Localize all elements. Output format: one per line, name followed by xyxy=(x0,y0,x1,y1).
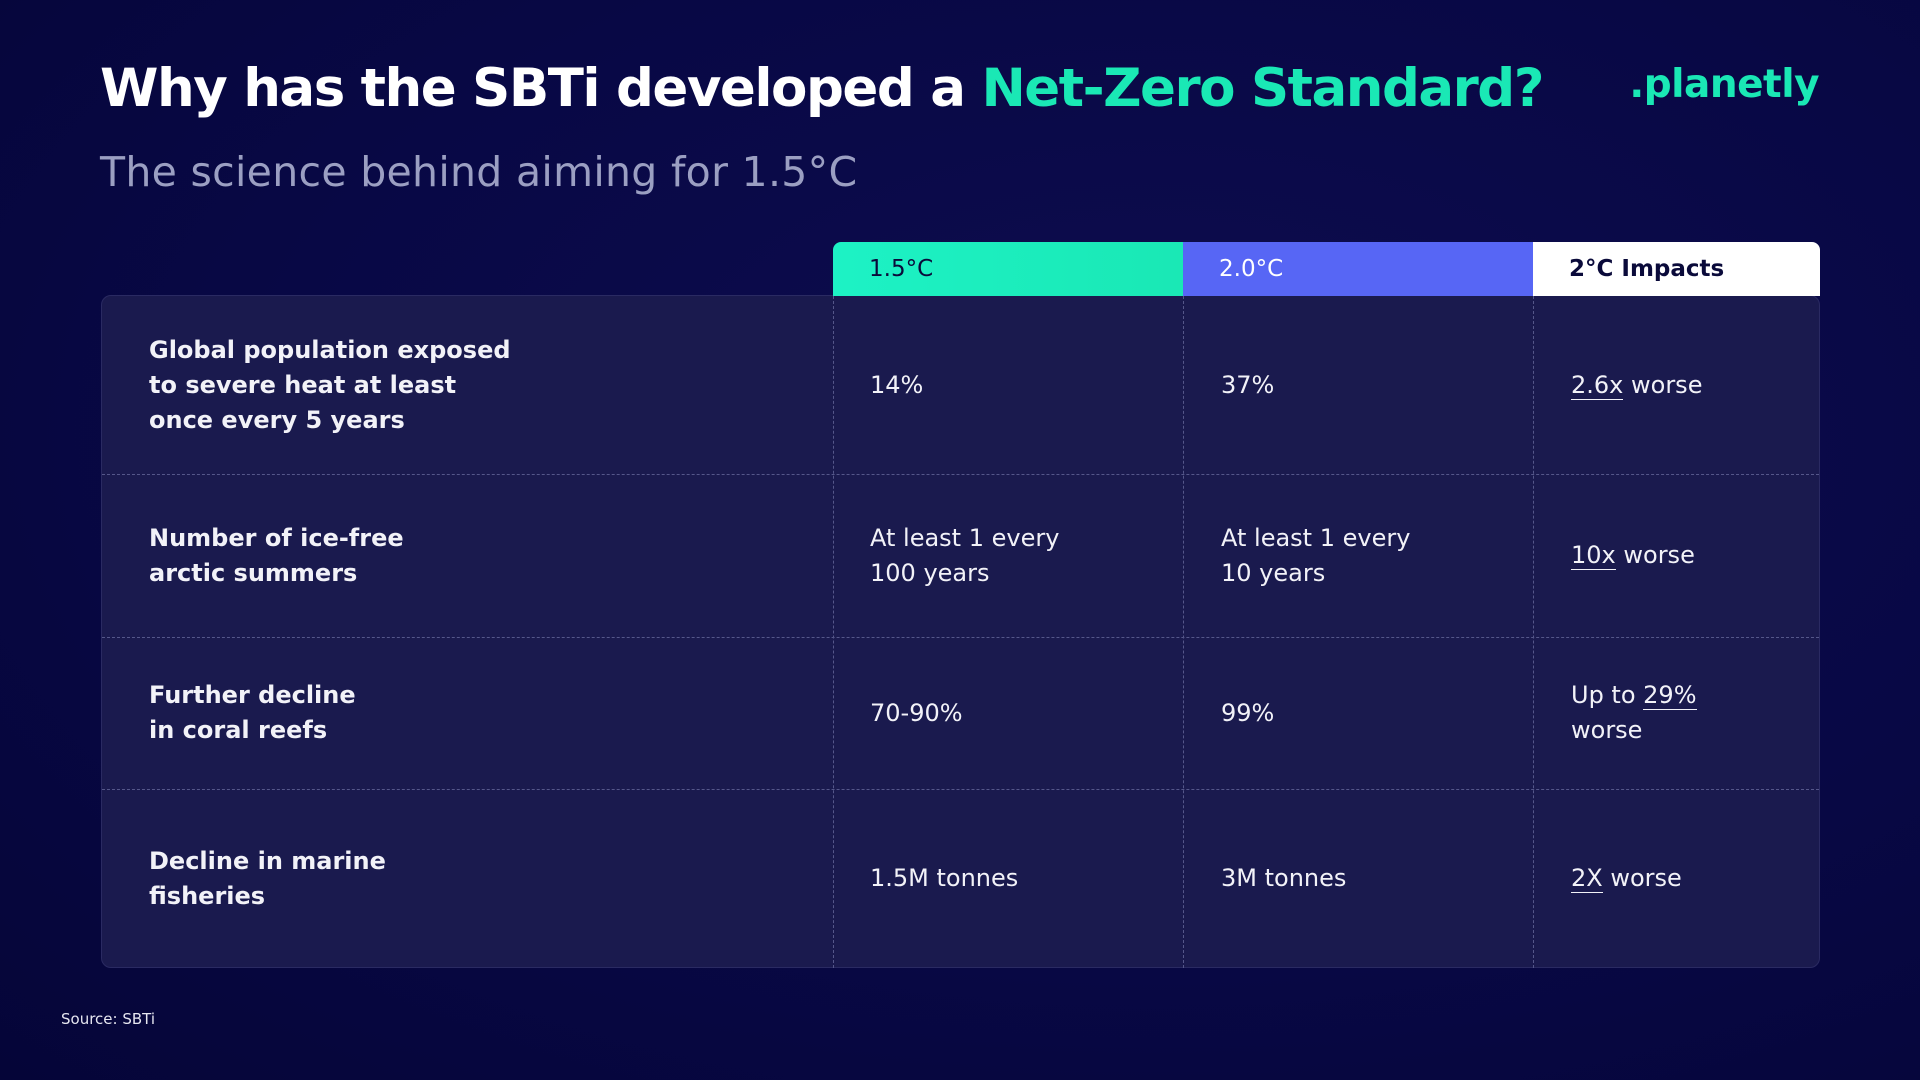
cell-value-impact: 2.6x worse xyxy=(1571,296,1811,474)
cell-text-line: Global population exposed xyxy=(149,335,511,364)
row-divider xyxy=(102,789,1819,790)
cell-value-1-5c: 14% xyxy=(870,296,1170,474)
cell-text-line: 37% xyxy=(1221,370,1275,399)
cell-text-line: worse xyxy=(1571,716,1643,744)
column-divider xyxy=(1183,296,1184,968)
cell-text-line: to severe heat at least xyxy=(149,370,457,399)
impact-multiplier: 29% xyxy=(1643,681,1697,710)
cell-value-impact: 10x worse xyxy=(1571,474,1811,637)
impact-prefix: Up to xyxy=(1571,681,1644,709)
page-subtitle: The science behind aiming for 1.5°C xyxy=(100,148,858,196)
row-label: Further decline in coral reefs xyxy=(149,637,809,789)
cell-value-1-5c: 1.5M tonnes xyxy=(870,789,1170,968)
cell-text-line: Decline in marine xyxy=(149,846,386,875)
cell-value-impact: Up to 29% worse xyxy=(1571,637,1811,789)
column-header-1-5c: 1.5°C xyxy=(833,242,1183,296)
column-header-2-0c: 2.0°C xyxy=(1183,242,1533,296)
column-divider xyxy=(1533,296,1534,968)
cell-text-line: 10x worse xyxy=(1571,538,1695,573)
impact-suffix: worse xyxy=(1602,864,1682,892)
impact-suffix: worse xyxy=(1623,370,1703,399)
row-divider xyxy=(102,637,1819,638)
impact-multiplier: 2.6x xyxy=(1571,370,1624,400)
cell-value-2-0c: 3M tonnes xyxy=(1221,789,1521,968)
row-label: Global population exposed to severe heat … xyxy=(149,296,809,474)
cell-text-line: 2.6x worse xyxy=(1571,368,1702,403)
cell-text-line: 2X worse xyxy=(1571,861,1682,896)
impact-multiplier: 10x xyxy=(1571,541,1616,570)
cell-text-line: 100 years xyxy=(870,558,990,587)
cell-text-line: 1.5M tonnes xyxy=(870,864,1019,892)
cell-text-line: once every 5 years xyxy=(149,405,405,434)
column-divider xyxy=(833,296,834,968)
cell-text-line: At least 1 every xyxy=(1221,523,1411,552)
cell-text-line: 10 years xyxy=(1221,558,1326,587)
row-label: Number of ice-free arctic summers xyxy=(149,474,809,637)
title-highlight: Net-Zero Standard? xyxy=(981,58,1544,119)
column-header-impacts: 2°C Impacts xyxy=(1533,242,1820,296)
cell-text-line: Number of ice-free xyxy=(149,523,404,552)
impact-multiplier: 2X xyxy=(1571,864,1603,893)
cell-text-line: At least 1 every xyxy=(870,523,1060,552)
title-prefix: Why has the SBTi developed a xyxy=(100,58,982,119)
cell-text-line: Further decline xyxy=(149,681,356,709)
cell-text-line: 14% xyxy=(870,370,924,399)
cell-text-line: 3M tonnes xyxy=(1221,864,1347,892)
cell-text-line: 70-90% xyxy=(870,698,963,727)
cell-value-2-0c: At least 1 every 10 years xyxy=(1221,474,1521,637)
page-title: Why has the SBTi developed a Net-Zero St… xyxy=(100,58,1544,119)
cell-value-impact: 2X worse xyxy=(1571,789,1811,968)
cell-text-line: fisheries xyxy=(149,881,266,910)
cell-text-line: arctic summers xyxy=(149,558,358,587)
cell-text-line: 99% xyxy=(1221,698,1275,727)
cell-value-1-5c: 70-90% xyxy=(870,637,1170,789)
planetly-logo: .planetly xyxy=(1629,62,1819,107)
row-divider xyxy=(102,474,1819,475)
row-label: Decline in marine fisheries xyxy=(149,789,809,968)
cell-text-line: in coral reefs xyxy=(149,716,328,744)
source-note: Source: SBTi xyxy=(61,1010,156,1028)
cell-value-2-0c: 37% xyxy=(1221,296,1521,474)
impact-suffix: worse xyxy=(1615,541,1695,569)
cell-value-1-5c: At least 1 every 100 years xyxy=(870,474,1170,637)
cell-text-line: Up to 29% xyxy=(1571,678,1697,713)
cell-value-2-0c: 99% xyxy=(1221,637,1521,789)
